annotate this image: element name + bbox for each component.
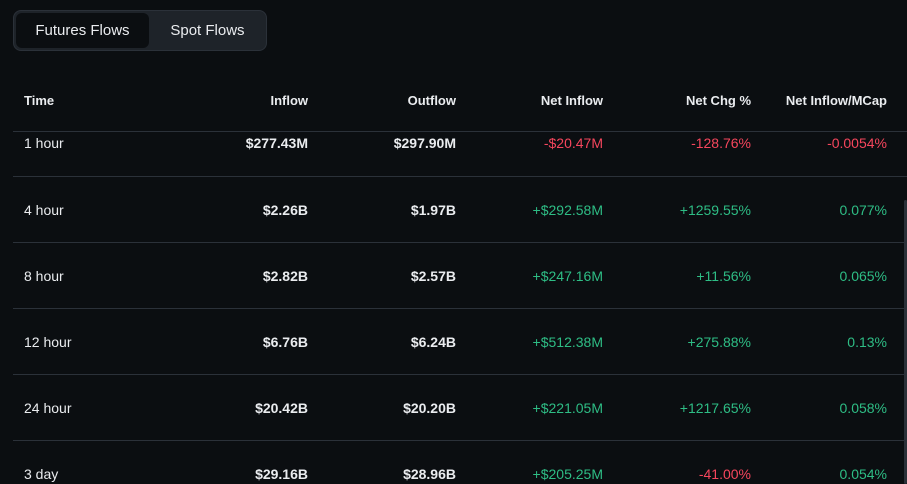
- flows-table: Time Inflow Outflow Net Inflow Net Chg %…: [13, 70, 907, 484]
- cell-outflow: $1.97B: [410, 201, 456, 218]
- cell-net-chg: -41.00%: [698, 466, 751, 482]
- table-header: Time Inflow Outflow Net Inflow Net Chg %…: [13, 70, 907, 132]
- cell-net-chg: +275.88%: [687, 333, 751, 350]
- cell-net-inflow: +$221.05M: [532, 399, 603, 416]
- table-row: 8 hour $2.82B $2.57B +$247.16M +11.56% 0…: [13, 243, 907, 309]
- cell-net-inflow-mcap: 0.065%: [839, 267, 887, 284]
- cell-time: 3 day: [24, 466, 59, 482]
- cell-net-inflow: -$20.47M: [543, 135, 603, 151]
- cell-outflow: $2.57B: [410, 267, 456, 284]
- header-net-chg: Net Chg %: [686, 93, 751, 108]
- cell-outflow: $6.24B: [410, 333, 456, 350]
- cell-net-inflow: +$205.25M: [532, 466, 603, 482]
- cell-outflow: $297.90M: [393, 135, 456, 151]
- cell-time: 24 hour: [24, 399, 72, 416]
- cell-inflow: $20.42B: [255, 399, 308, 416]
- cell-net-inflow-mcap: 0.13%: [847, 333, 887, 350]
- table-row: 12 hour $6.76B $6.24B +$512.38M +275.88%…: [13, 309, 907, 375]
- cell-time: 8 hour: [24, 267, 64, 284]
- table-row: 1 hour $277.43M $297.90M -$20.47M -128.7…: [13, 132, 907, 177]
- cell-net-inflow: +$247.16M: [532, 267, 603, 284]
- table-row: 3 day $29.16B $28.96B +$205.25M -41.00% …: [13, 441, 907, 484]
- header-time: Time: [24, 93, 55, 108]
- tab-futures-flows[interactable]: Futures Flows: [16, 13, 149, 48]
- table-row: 4 hour $2.26B $1.97B +$292.58M +1259.55%…: [13, 177, 907, 243]
- cell-net-inflow-mcap: 0.054%: [839, 466, 887, 482]
- cell-net-inflow-mcap: -0.0054%: [827, 135, 887, 151]
- cell-time: 12 hour: [24, 333, 72, 350]
- cell-outflow: $20.20B: [403, 399, 456, 416]
- cell-net-inflow-mcap: 0.077%: [839, 201, 887, 218]
- cell-net-inflow-mcap: 0.058%: [839, 399, 887, 416]
- cell-net-inflow: +$512.38M: [532, 333, 603, 350]
- cell-net-chg: -128.76%: [691, 135, 751, 151]
- cell-time: 1 hour: [24, 135, 64, 151]
- header-outflow: Outflow: [407, 93, 456, 108]
- flows-tab-switcher: Futures Flows Spot Flows: [13, 10, 267, 51]
- cell-inflow: $2.26B: [262, 201, 308, 218]
- header-inflow: Inflow: [270, 93, 308, 108]
- cell-net-chg: +1217.65%: [679, 399, 751, 416]
- cell-inflow: $6.76B: [262, 333, 308, 350]
- cell-net-inflow: +$292.58M: [532, 201, 603, 218]
- table-row: 24 hour $20.42B $20.20B +$221.05M +1217.…: [13, 375, 907, 441]
- cell-time: 4 hour: [24, 201, 64, 218]
- cell-net-chg: +1259.55%: [679, 201, 751, 218]
- header-net-inflow-mcap: Net Inflow/MCap: [785, 93, 887, 108]
- table-scrollbar[interactable]: [904, 200, 907, 484]
- cell-net-chg: +11.56%: [696, 267, 751, 284]
- header-net-inflow: Net Inflow: [540, 93, 603, 108]
- cell-inflow: $29.16B: [255, 466, 308, 482]
- cell-inflow: $2.82B: [262, 267, 308, 284]
- cell-inflow: $277.43M: [245, 135, 308, 151]
- cell-outflow: $28.96B: [403, 466, 456, 482]
- tab-spot-flows[interactable]: Spot Flows: [170, 22, 245, 39]
